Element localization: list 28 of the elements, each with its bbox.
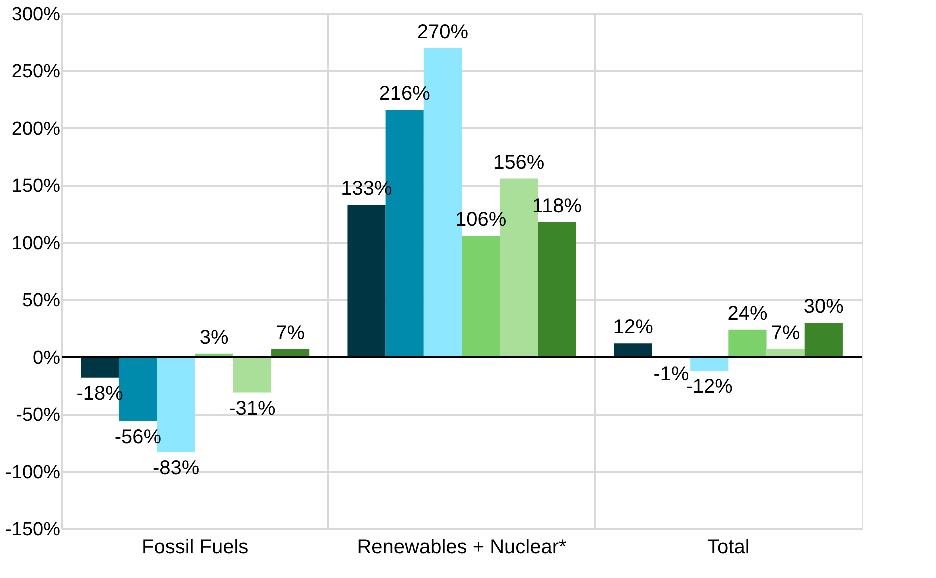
data-label: 216%: [379, 83, 431, 106]
x-tick-label: Renewables + Nuclear*: [357, 536, 567, 558]
data-label: -1%: [654, 363, 690, 386]
data-label: -83%: [152, 457, 200, 480]
y-tick-label: 300%: [12, 4, 61, 26]
y-tick-label: 100%: [12, 233, 61, 254]
y-tick-label: -150%: [6, 520, 61, 540]
data-label: -31%: [229, 398, 276, 420]
y-tick-label: 0%: [33, 348, 61, 369]
data-label: 270%: [417, 21, 469, 44]
y-tick-label: 200%: [12, 118, 61, 140]
x-tick-label: Total: [708, 536, 750, 558]
y-tick-label: 50%: [22, 290, 61, 312]
data-label: 118%: [532, 195, 582, 218]
data-label: -56%: [114, 426, 162, 448]
y-tick-label: -100%: [6, 462, 61, 484]
data-label: 12%: [613, 316, 654, 339]
data-label: 7%: [771, 322, 800, 344]
y-tick-label: -50%: [16, 405, 61, 426]
data-label: 30%: [804, 296, 844, 318]
y-tick-label: 250%: [12, 62, 61, 83]
data-label: 156%: [494, 152, 545, 174]
x-tick-label: Fossil Fuels: [142, 536, 249, 558]
y-tick-label: 150%: [12, 176, 61, 198]
data-label: 3%: [200, 326, 230, 349]
data-label: 106%: [455, 209, 507, 232]
data-label: 7%: [276, 322, 306, 344]
data-label: 24%: [728, 302, 768, 325]
